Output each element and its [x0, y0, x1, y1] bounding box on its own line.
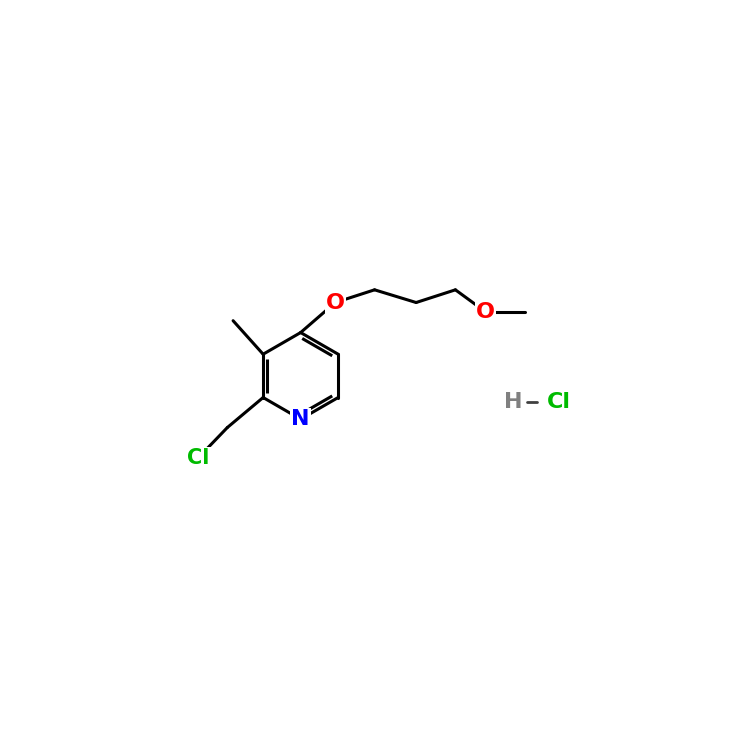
Text: O: O [476, 302, 495, 322]
Text: H: H [504, 392, 523, 412]
Text: N: N [292, 410, 310, 429]
Text: O: O [326, 292, 345, 313]
Text: Cl: Cl [548, 392, 572, 412]
Text: Cl: Cl [188, 448, 210, 467]
